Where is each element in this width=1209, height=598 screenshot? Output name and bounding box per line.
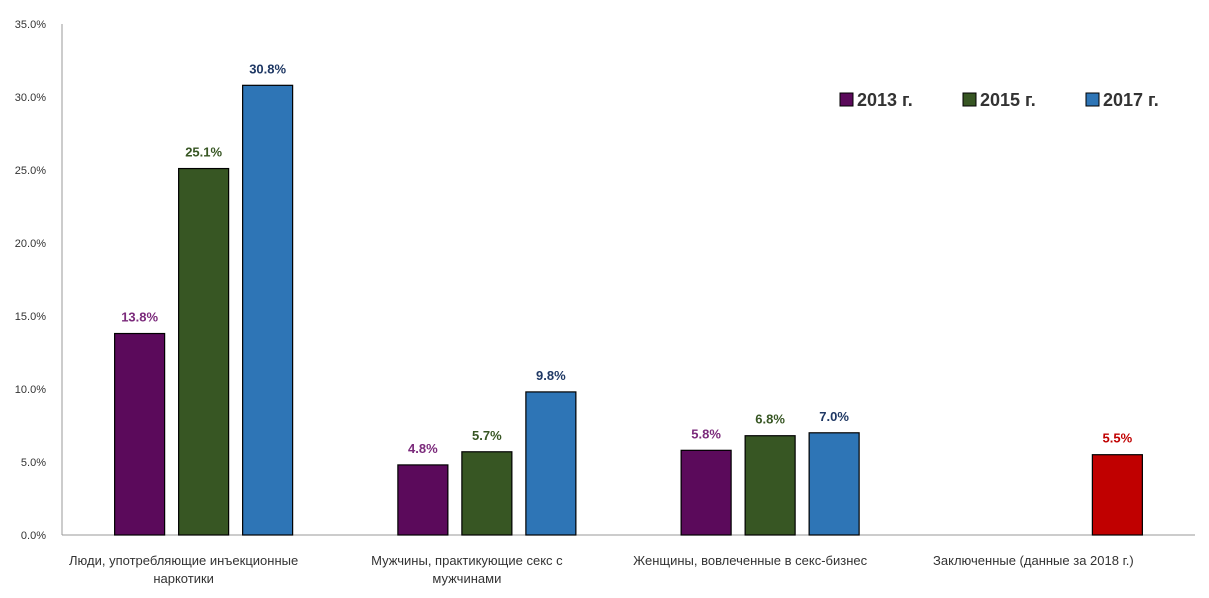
data-label: 30.8% [249,61,286,76]
y-tick-label: 35.0% [15,19,46,31]
legend-label: 2015 г. [980,90,1036,110]
x-category-label-line: мужчинами [432,571,501,586]
legend-swatch [1085,92,1100,107]
data-label: 6.8% [755,412,785,427]
x-category-label: Заключенные (данные за 2018 г.) [933,553,1134,568]
bar [1091,454,1143,536]
y-tick-label: 25.0% [15,165,46,177]
x-axis: Люди, употребляющие инъекционные наркотик… [69,553,1134,586]
data-labels: 13.8% 4.8% 5.8% 25.1% 5.7% 6.8% 30.8% 9.8% 7.0% 5… [121,61,1132,456]
bar [114,332,166,536]
bar [242,84,294,536]
data-label: 5.8% [691,426,721,441]
y-tick-label: 20.0% [15,238,46,250]
legend-label: 2017 г. [1103,90,1159,110]
y-tick-label: 15.0% [15,311,46,323]
data-label: 9.8% [536,368,566,383]
data-label: 4.8% [408,441,438,456]
x-category-label-line: наркотики [153,571,214,586]
bar [808,432,860,536]
y-tick-label: 0.0% [21,530,46,542]
legend: 2013 г. 2015 г. 2017 г. [839,90,1159,110]
legend-swatch [962,92,977,107]
y-tick-label: 5.0% [21,457,46,469]
bar [680,449,732,536]
data-label: 25.1% [185,145,222,160]
bar [178,167,230,536]
legend-swatch [839,92,854,107]
bar [744,435,796,536]
x-category-label: Мужчины, практикующие секс с мужчинами [371,553,563,586]
data-label: 7.0% [819,409,849,424]
y-tick-label: 30.0% [15,92,46,104]
bars [114,84,1143,536]
bar [461,451,513,536]
bar [397,464,449,536]
x-category-label-line: Заключенные (данные за 2018 г.) [933,553,1134,568]
data-label: 5.7% [472,428,502,443]
bar [525,391,577,536]
x-category-label: Люди, употребляющие инъекционные наркотик… [69,553,298,586]
x-category-label: Женщины, вовлеченные в секс-бизнес [633,553,867,568]
legend-label: 2013 г. [857,90,913,110]
x-category-label-line: Мужчины, практикующие секс с [371,553,563,568]
x-category-label-line: Люди, употребляющие инъекционные [69,553,298,568]
data-label: 5.5% [1103,431,1133,446]
x-category-label-line: Женщины, вовлеченные в секс-бизнес [633,553,867,568]
data-label: 13.8% [121,310,158,325]
y-tick-label: 10.0% [15,384,46,396]
